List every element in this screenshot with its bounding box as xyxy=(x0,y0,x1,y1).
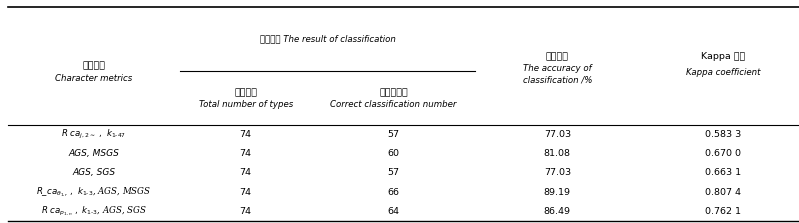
Text: 57: 57 xyxy=(388,168,400,177)
Text: 0.807 4: 0.807 4 xyxy=(705,188,741,196)
Text: Kappa 系数: Kappa 系数 xyxy=(701,52,745,61)
Text: AGS, MSGS: AGS, MSGS xyxy=(69,149,119,158)
Text: 74: 74 xyxy=(240,168,252,177)
Text: 0.583 3: 0.583 3 xyxy=(705,130,741,139)
Text: 60: 60 xyxy=(388,149,400,158)
Text: 74: 74 xyxy=(240,149,252,158)
Text: 特征参数: 特征参数 xyxy=(82,61,105,70)
Text: Total number of types: Total number of types xyxy=(199,100,292,109)
Text: 74: 74 xyxy=(240,207,252,216)
Text: 74: 74 xyxy=(240,130,252,139)
Text: 分类总数: 分类总数 xyxy=(234,88,257,97)
Text: The accuracy of: The accuracy of xyxy=(523,64,591,72)
Text: 0.762 1: 0.762 1 xyxy=(705,207,741,216)
Text: Correct classification number: Correct classification number xyxy=(330,100,457,109)
Text: Character metrics: Character metrics xyxy=(55,74,133,83)
Text: $R\_ca_{\theta_{1,r}}\ ,\ k_{1\text{-}3}$, AGS, MSGS: $R\_ca_{\theta_{1,r}}\ ,\ k_{1\text{-}3}… xyxy=(36,186,152,198)
Text: 81.08: 81.08 xyxy=(544,149,570,158)
Text: 66: 66 xyxy=(388,188,400,196)
Text: 74: 74 xyxy=(240,188,252,196)
Text: 0.663 1: 0.663 1 xyxy=(705,168,741,177)
Text: 0.670 0: 0.670 0 xyxy=(705,149,741,158)
Text: 分类结果 The result of classification: 分类结果 The result of classification xyxy=(260,35,396,43)
Text: 89.19: 89.19 xyxy=(544,188,570,196)
Text: 77.03: 77.03 xyxy=(544,168,570,177)
Text: 正确分类数: 正确分类数 xyxy=(380,88,407,97)
Text: $R\ ca_{p_{1,n}}\ ,\ k_{1\text{-}3}$, AGS, SGS: $R\ ca_{p_{1,n}}\ ,\ k_{1\text{-}3}$, AG… xyxy=(41,205,147,218)
Text: 分类精度: 分类精度 xyxy=(546,52,569,61)
Text: 86.49: 86.49 xyxy=(544,207,570,216)
Text: 57: 57 xyxy=(388,130,400,139)
Text: 77.03: 77.03 xyxy=(544,130,570,139)
Text: 64: 64 xyxy=(388,207,400,216)
Text: $R\ ca_{j,2\sim}\ ,\ k_{1\text{-}47}$: $R\ ca_{j,2\sim}\ ,\ k_{1\text{-}47}$ xyxy=(62,128,126,141)
Text: Kappa coefficient: Kappa coefficient xyxy=(686,68,761,77)
Text: AGS, SGS: AGS, SGS xyxy=(73,168,115,177)
Text: classification /%: classification /% xyxy=(523,76,592,85)
